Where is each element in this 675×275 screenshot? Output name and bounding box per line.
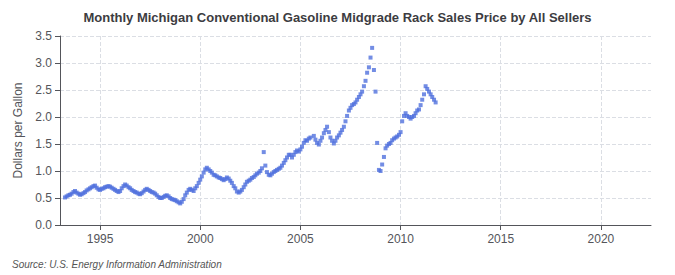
svg-text:2000: 2000 [187, 232, 214, 246]
svg-text:2005: 2005 [287, 232, 314, 246]
svg-text:3.0: 3.0 [35, 56, 52, 70]
svg-text:3.5: 3.5 [35, 29, 52, 43]
svg-text:1995: 1995 [87, 232, 114, 246]
svg-text:Source: U.S. Energy Informatio: Source: U.S. Energy Information Administ… [12, 259, 222, 270]
svg-text:2.0: 2.0 [35, 110, 52, 124]
svg-text:Dollars per Gallon: Dollars per Gallon [11, 82, 25, 178]
svg-text:0.5: 0.5 [35, 191, 52, 205]
svg-text:2020: 2020 [588, 232, 615, 246]
svg-text:1.5: 1.5 [35, 137, 52, 151]
svg-text:2.5: 2.5 [35, 83, 52, 97]
svg-text:1.0: 1.0 [35, 164, 52, 178]
svg-text:2015: 2015 [487, 232, 514, 246]
svg-text:2010: 2010 [387, 232, 414, 246]
svg-text:Monthly Michigan Conventional: Monthly Michigan Conventional Gasoline M… [83, 10, 591, 25]
svg-text:0.0: 0.0 [35, 218, 52, 232]
